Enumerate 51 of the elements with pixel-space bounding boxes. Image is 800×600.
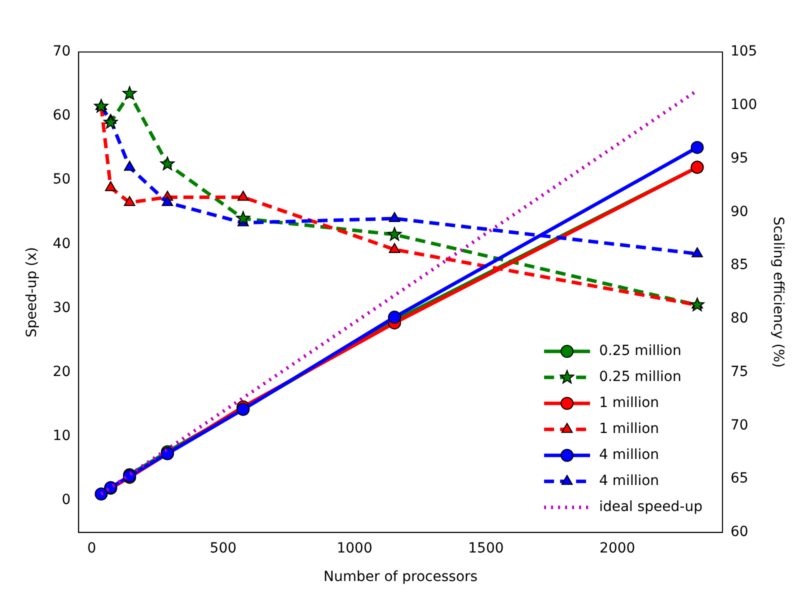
point [160,156,175,170]
point [124,196,136,206]
point [690,298,704,312]
y2-tick-label: 65 [730,470,748,487]
point [104,181,116,192]
y-tick-label: 30 [52,300,71,316]
y2-axis-title: Scaling efficiency (%) [770,216,786,368]
point [236,211,250,225]
y2-tick-label: 60 [730,524,748,540]
point [388,212,400,222]
y2-tick-label: 95 [730,150,748,166]
legend-label: 4 million [599,473,660,490]
y2-tick-label: 80 [730,310,748,327]
y-tick-label: 40 [52,236,71,252]
y2-tick-label: 85 [730,257,748,274]
legend-label: 0.25 million [599,369,682,386]
x-tick-label: 2000 [600,540,636,556]
legend-label: ideal speed-up [599,499,703,516]
point [692,247,703,258]
point [388,310,401,324]
y2-tick-label: 90 [730,204,748,220]
y2-tick-label: 70 [730,417,748,434]
point [237,190,249,201]
x-axis-title: Number of processors [324,569,478,586]
point [122,86,137,100]
point [387,227,402,241]
y-axis-title: Speed-up (x) [24,247,40,338]
point [162,196,174,206]
y2-tick-label: 100 [730,97,758,114]
point [124,160,136,171]
legend-label: 0.25 million [599,343,682,360]
point [94,98,108,113]
y2-tick-label: 105 [730,44,758,60]
y-tick-label: 70 [52,44,71,60]
x-tick-label: 500 [210,540,237,556]
y-tick-label: 0 [62,492,71,508]
point [690,140,704,154]
y-tick-label: 20 [52,364,71,380]
y2-tick-label: 75 [730,364,748,380]
y-tick-label: 60 [52,108,71,124]
x-tick-label: 1000 [336,540,372,556]
point [388,243,400,253]
legend-label: 1 million [599,421,660,438]
point [104,114,118,129]
legend-label: 1 million [599,395,660,412]
y-tick-label: 10 [52,428,71,444]
x-tick-label: 1500 [468,540,504,556]
y-tick-label: 50 [52,172,71,188]
legend-label: 4 million [599,447,660,464]
x-tick-label: 0 [87,540,96,556]
point [94,487,108,500]
